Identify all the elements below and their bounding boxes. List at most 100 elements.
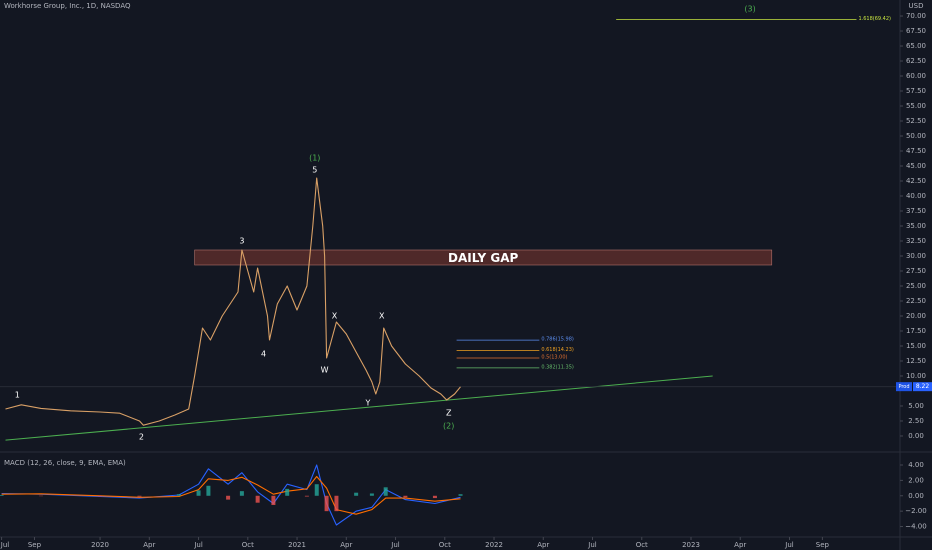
y-tick-label: 67.50: [906, 27, 926, 35]
y-tick-label: 22.50: [906, 297, 926, 305]
y-tick-label: −4.00: [905, 523, 926, 531]
histogram-bar: [458, 494, 463, 496]
y-tick-label: 12.50: [906, 357, 926, 365]
y-tick-label: 57.50: [906, 87, 926, 95]
y-tick-label: 40.00: [906, 192, 926, 200]
histogram-bar: [0, 495, 4, 496]
wave-label: (3): [744, 4, 755, 13]
histogram-bar: [354, 492, 359, 496]
y-tick-label: 32.50: [906, 237, 926, 245]
histogram-bar: [98, 495, 103, 497]
wave-label: 5: [312, 166, 317, 175]
y-tick-label: 30.00: [906, 252, 926, 260]
x-tick-label: 2023: [682, 541, 700, 549]
gap-zone: [194, 249, 773, 266]
y-tick-label: 50.00: [906, 132, 926, 140]
x-tick-label: Jul: [193, 541, 203, 549]
y-tick-label: 17.50: [906, 327, 926, 335]
price-tag-box: [896, 382, 912, 392]
last-price-label: 8.22: [916, 383, 930, 390]
y-tick-label: 70.00: [906, 12, 926, 20]
wave-label: Z: [446, 409, 452, 418]
wave-label: 4: [261, 349, 266, 358]
wave-label: Y: [365, 398, 371, 407]
wave-label: 1: [15, 391, 20, 400]
x-tick-label: Oct: [242, 541, 254, 549]
wave-label: (2): [443, 421, 454, 430]
y-tick-label: 35.00: [906, 222, 926, 230]
indicator-title: MACD (12, 26, close, 9, EMA, EMA): [4, 459, 126, 467]
chart-title: Workhorse Group, Inc., 1D, NASDAQ: [4, 2, 131, 10]
y-tick-label: −2.00: [905, 507, 926, 515]
x-tick-label: Jul: [587, 541, 597, 549]
y-tick-label: 2.50: [908, 417, 924, 425]
fib-label: 0.382(11.35): [541, 364, 574, 370]
last-price-box: [913, 382, 932, 392]
series-line: [1, 475, 461, 515]
y-tick-label: 2.00: [908, 476, 924, 484]
x-tick-label: 2022: [485, 541, 503, 549]
y-tick-label: 27.50: [906, 267, 926, 275]
histogram-bar: [196, 490, 201, 496]
histogram-bar: [403, 495, 408, 498]
price-tag: Prod: [898, 384, 909, 390]
histogram-bar: [432, 495, 437, 499]
series-line: [5, 177, 461, 426]
fib-label: 0.786(15.98): [541, 337, 574, 343]
histogram-bar: [239, 491, 244, 496]
y-tick-label: 42.50: [906, 177, 926, 185]
wave-label: (1): [309, 154, 320, 163]
y-tick-label: 62.50: [906, 57, 926, 65]
x-tick-label: Oct: [439, 541, 451, 549]
y-tick-label: 45.00: [906, 162, 926, 170]
y-tick-label: 0.00: [908, 492, 924, 500]
y-tick-label: 25.00: [906, 282, 926, 290]
x-tick-label: Oct: [636, 541, 648, 549]
y-tick-label: 52.50: [906, 117, 926, 125]
histogram-bar: [255, 495, 260, 503]
y-tick-label: 47.50: [906, 147, 926, 155]
y-tick-label: 55.00: [906, 102, 926, 110]
histogram-bar: [369, 493, 374, 496]
currency: USD: [909, 2, 924, 10]
histogram-bar: [304, 495, 309, 497]
wave-label: 3: [239, 236, 244, 245]
histogram-bar: [206, 485, 211, 496]
x-tick-label: Apr: [537, 541, 549, 549]
x-tick-label: 2021: [288, 541, 306, 549]
x-tick-label: Jul: [784, 541, 794, 549]
wave-label: X: [332, 311, 338, 320]
y-tick-label: 0.00: [908, 432, 924, 440]
wave-label: 2: [139, 433, 144, 442]
wave-label: W: [321, 365, 329, 374]
histogram-bar: [271, 495, 276, 505]
x-tick-label: Jul: [390, 541, 400, 549]
histogram-bar: [285, 488, 290, 496]
fib-label: 0.618(14.23): [541, 347, 574, 353]
y-tick-label: 20.00: [906, 312, 926, 320]
histogram-bar: [324, 495, 329, 512]
y-tick-label: 4.00: [908, 461, 924, 469]
histogram-bar: [176, 494, 181, 496]
y-tick-label: 10.00: [906, 372, 926, 380]
x-tick-label: Jul: [0, 541, 9, 549]
histogram-bar: [226, 495, 231, 500]
y-tick-label: 65.00: [906, 42, 926, 50]
fib-label: 0.5(13.00): [541, 354, 567, 360]
x-tick-label: Sep: [816, 541, 830, 549]
wave-label: X: [379, 311, 385, 320]
y-tick-label: 5.00: [908, 402, 924, 410]
x-tick-label: Apr: [340, 541, 352, 549]
histogram-bar: [314, 484, 319, 496]
fib-label: 1.618(69.42): [858, 16, 891, 22]
x-tick-label: Sep: [28, 541, 42, 549]
y-tick-label: 15.00: [906, 342, 926, 350]
y-tick-label: 60.00: [906, 72, 926, 80]
histogram-bar: [383, 487, 388, 496]
zone-label: DAILY GAP: [448, 251, 518, 265]
histogram-bar: [334, 495, 339, 512]
y-tick-label: 37.50: [906, 207, 926, 215]
histogram-bar: [137, 495, 142, 497]
